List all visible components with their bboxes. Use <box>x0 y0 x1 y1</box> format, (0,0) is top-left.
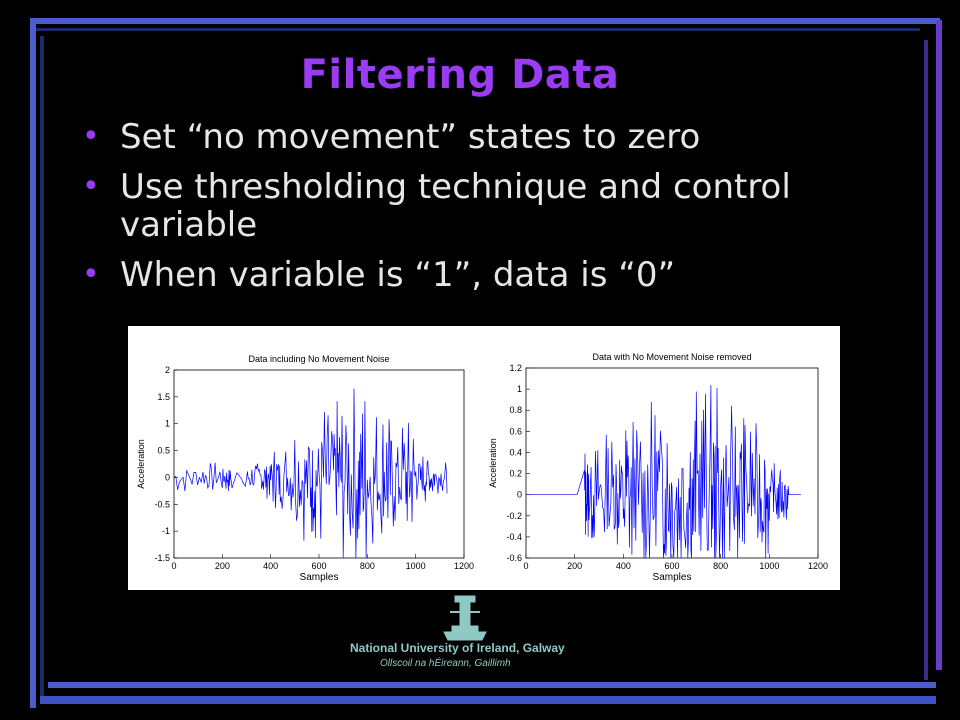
bullet-item: • When variable is “1”, data is “0” <box>82 256 902 294</box>
x-tick-label: 800 <box>360 561 375 571</box>
x-tick-label: 200 <box>215 561 230 571</box>
frame-left-bar <box>30 18 36 708</box>
y-axis-label: Acceleration <box>488 438 498 488</box>
chart-panel: Data including No Movement Noise Samples A… <box>128 326 840 590</box>
bullet-icon: • <box>82 118 100 156</box>
y-tick-label: 2 <box>165 365 170 375</box>
logo-subtitle: Ollscoil na hÉireann, Gaillimh <box>380 656 511 669</box>
bullet-icon: • <box>82 168 100 206</box>
bullet-list: • Set “no movement” states to zero • Use t… <box>82 118 902 306</box>
logo-name: National University of Ireland, Galway <box>350 641 565 655</box>
frame-bottom-bar <box>48 682 936 688</box>
bullet-text: Use thresholding technique and control v… <box>120 167 791 245</box>
charts-svg: Data including No Movement Noise Samples A… <box>128 326 840 590</box>
frame-top-bar <box>30 18 940 24</box>
y-tick-label: -0.2 <box>506 511 522 521</box>
x-tick-label: 1200 <box>454 561 474 571</box>
y-tick-label: 1 <box>165 419 170 429</box>
frame-top-inner-bar <box>30 28 920 31</box>
x-tick-label: 400 <box>616 561 631 571</box>
bullet-text: When variable is “1”, data is “0” <box>120 255 675 295</box>
y-tick-label: -0.4 <box>506 532 522 542</box>
y-tick-label: -0.6 <box>506 553 522 563</box>
bullet-item: • Use thresholding technique and control … <box>82 168 902 244</box>
x-axis-label: Samples <box>653 572 692 583</box>
plot-axes-box <box>526 368 818 558</box>
bullet-text: Set “no movement” states to zero <box>120 117 700 157</box>
university-tower-crest-icon: National University of Ireland, Galway O… <box>340 592 590 670</box>
x-tick-label: 1000 <box>759 561 779 571</box>
x-tick-label: 400 <box>263 561 278 571</box>
y-tick-label: 0.8 <box>509 405 522 415</box>
y-tick-label: 1 <box>517 384 522 394</box>
y-tick-label: 1.5 <box>157 392 170 402</box>
x-tick-label: 600 <box>664 561 679 571</box>
y-tick-label: 0.2 <box>509 469 522 479</box>
x-tick-label: 800 <box>713 561 728 571</box>
frame-right-bar <box>936 20 942 670</box>
x-tick-label: 0 <box>171 561 176 571</box>
chart-1: Data including No Movement Noise Samples A… <box>136 354 474 583</box>
x-tick-label: 0 <box>523 561 528 571</box>
y-tick-label: 0 <box>165 472 170 482</box>
y-tick-label: 0 <box>517 490 522 500</box>
x-axis-label: Samples <box>300 572 339 583</box>
x-tick-label: 600 <box>311 561 326 571</box>
university-logo: National University of Ireland, Galway O… <box>340 592 590 670</box>
y-tick-label: -1.5 <box>154 553 170 563</box>
chart-2: Data with No Movement Noise removed Sampl… <box>488 352 828 583</box>
x-tick-label: 1000 <box>406 561 426 571</box>
frame-bottom-inner-bar <box>40 696 936 704</box>
chart-title: Data with No Movement Noise removed <box>592 352 751 362</box>
frame-right-inner-bar <box>924 40 928 680</box>
bullet-item: • Set “no movement” states to zero <box>82 118 902 156</box>
y-axis-label: Acceleration <box>136 439 146 489</box>
x-tick-label: 200 <box>567 561 582 571</box>
y-tick-label: 0.6 <box>509 426 522 436</box>
y-tick-label: 0.4 <box>509 447 522 457</box>
y-tick-label: -0.5 <box>154 499 170 509</box>
x-tick-label: 1200 <box>808 561 828 571</box>
y-tick-label: -1 <box>162 526 170 536</box>
frame-left-inner-bar <box>40 36 44 696</box>
chart-title: Data including No Movement Noise <box>248 354 389 364</box>
y-tick-label: 1.2 <box>509 363 522 373</box>
y-tick-label: 0.5 <box>157 446 170 456</box>
bullet-icon: • <box>82 256 100 294</box>
slide-title: Filtering Data <box>0 52 920 98</box>
